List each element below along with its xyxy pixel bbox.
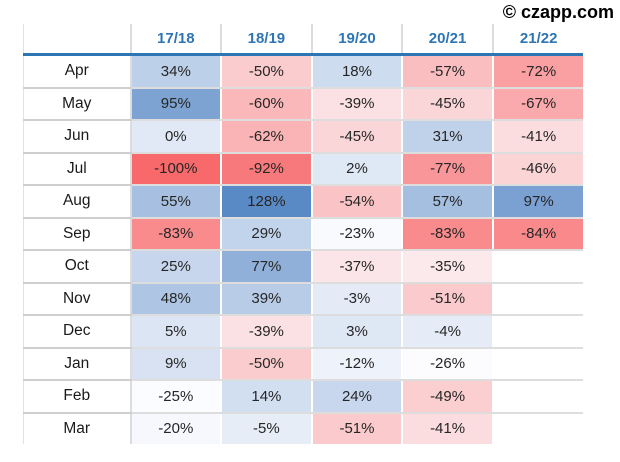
cell-apr-18-19[interactable]: -50% xyxy=(221,54,313,89)
cell-sep-20-21[interactable]: -83% xyxy=(402,217,494,251)
table-row-sep: Sep -83% 29% -23% -83% -84% xyxy=(23,217,584,251)
cell-jun-20-21[interactable]: 31% xyxy=(402,120,494,154)
cell-nov-18-19[interactable]: 39% xyxy=(221,282,313,316)
cell-apr-17-18[interactable]: 34% xyxy=(130,54,223,89)
column-header-17-18[interactable]: 17/18 xyxy=(130,24,223,56)
cell-jul-20-21[interactable]: -77% xyxy=(402,152,494,186)
table-row-apr: Apr 34% -50% 18% -57% -72% xyxy=(23,54,584,89)
cell-mar-19-20[interactable]: -51% xyxy=(311,412,404,444)
row-label-mar[interactable]: Mar xyxy=(23,412,132,444)
cell-sep-17-18[interactable]: -83% xyxy=(130,217,223,251)
cell-jul-17-18[interactable]: -100% xyxy=(130,152,223,186)
table-row-jan: Jan 9% -50% -12% -26% xyxy=(23,347,584,381)
cell-dec-17-18[interactable]: 5% xyxy=(130,315,223,349)
cell-jul-19-20[interactable]: 2% xyxy=(311,152,404,186)
row-label-apr[interactable]: Apr xyxy=(23,54,132,89)
table-row-nov: Nov 48% 39% -3% -51% xyxy=(23,282,584,316)
cell-feb-19-20[interactable]: 24% xyxy=(311,380,404,414)
cell-apr-21-22[interactable]: -72% xyxy=(492,54,584,89)
cell-nov-21-22[interactable] xyxy=(492,282,584,316)
cell-feb-17-18[interactable]: -25% xyxy=(130,380,223,414)
cell-jun-21-22[interactable]: -41% xyxy=(492,120,584,154)
table-header: 17/18 18/19 19/20 20/21 21/22 xyxy=(23,24,584,56)
row-label-jan[interactable]: Jan xyxy=(23,347,132,381)
cell-oct-19-20[interactable]: -37% xyxy=(311,250,404,284)
row-label-may[interactable]: May xyxy=(23,87,132,121)
column-header-19-20[interactable]: 19/20 xyxy=(311,24,404,56)
row-label-aug[interactable]: Aug xyxy=(23,185,132,219)
cell-may-21-22[interactable]: -67% xyxy=(492,87,584,121)
cell-jan-19-20[interactable]: -12% xyxy=(311,347,404,381)
cell-mar-21-22[interactable] xyxy=(492,412,584,444)
cell-mar-17-18[interactable]: -20% xyxy=(130,412,223,444)
cell-dec-19-20[interactable]: 3% xyxy=(311,315,404,349)
row-label-oct[interactable]: Oct xyxy=(23,250,132,284)
cell-apr-20-21[interactable]: -57% xyxy=(402,54,494,89)
cell-mar-18-19[interactable]: -5% xyxy=(221,412,313,444)
cell-feb-20-21[interactable]: -49% xyxy=(402,380,494,414)
cell-feb-18-19[interactable]: 14% xyxy=(221,380,313,414)
cell-sep-21-22[interactable]: -84% xyxy=(492,217,584,251)
row-label-sep[interactable]: Sep xyxy=(23,217,132,251)
column-header-21-22[interactable]: 21/22 xyxy=(492,24,584,56)
cell-may-17-18[interactable]: 95% xyxy=(130,87,223,121)
cell-feb-21-22[interactable] xyxy=(492,380,584,414)
cell-aug-18-19[interactable]: 128% xyxy=(221,185,313,219)
cell-jun-17-18[interactable]: 0% xyxy=(130,120,223,154)
table-row-dec: Dec 5% -39% 3% -4% xyxy=(23,315,584,349)
cell-nov-17-18[interactable]: 48% xyxy=(130,282,223,316)
cell-oct-17-18[interactable]: 25% xyxy=(130,250,223,284)
column-header-20-21[interactable]: 20/21 xyxy=(402,24,494,56)
cell-jul-18-19[interactable]: -92% xyxy=(221,152,313,186)
cell-aug-20-21[interactable]: 57% xyxy=(402,185,494,219)
table-row-aug: Aug 55% 128% -54% 57% 97% xyxy=(23,185,584,219)
row-label-feb[interactable]: Feb xyxy=(23,380,132,414)
cell-aug-19-20[interactable]: -54% xyxy=(311,185,404,219)
cell-nov-19-20[interactable]: -3% xyxy=(311,282,404,316)
row-label-jun[interactable]: Jun xyxy=(23,120,132,154)
cell-oct-18-19[interactable]: 77% xyxy=(221,250,313,284)
seasonal-heatmap-table: 17/18 18/19 19/20 20/21 21/22 Apr 34% -50% 18% -… xyxy=(23,24,584,444)
cell-sep-19-20[interactable]: -23% xyxy=(311,217,404,251)
cell-nov-20-21[interactable]: -51% xyxy=(402,282,494,316)
cell-dec-21-22[interactable] xyxy=(492,315,584,349)
table-row-jun: Jun 0% -62% -45% 31% -41% xyxy=(23,120,584,154)
cell-dec-20-21[interactable]: -4% xyxy=(402,315,494,349)
table-row-may: May 95% -60% -39% -45% -67% xyxy=(23,87,584,121)
table-row-oct: Oct 25% 77% -37% -35% xyxy=(23,250,584,284)
cell-may-20-21[interactable]: -45% xyxy=(402,87,494,121)
cell-oct-20-21[interactable]: -35% xyxy=(402,250,494,284)
header-row: 17/18 18/19 19/20 20/21 21/22 xyxy=(23,24,584,56)
cell-apr-19-20[interactable]: 18% xyxy=(311,54,404,89)
table-row-jul: Jul -100% -92% 2% -77% -46% xyxy=(23,152,584,186)
row-label-dec[interactable]: Dec xyxy=(23,315,132,349)
cell-aug-21-22[interactable]: 97% xyxy=(492,185,584,219)
cell-oct-21-22[interactable] xyxy=(492,250,584,284)
cell-jan-20-21[interactable]: -26% xyxy=(402,347,494,381)
table-row-feb: Feb -25% 14% 24% -49% xyxy=(23,380,584,414)
cell-jul-21-22[interactable]: -46% xyxy=(492,152,584,186)
row-label-nov[interactable]: Nov xyxy=(23,282,132,316)
cell-aug-17-18[interactable]: 55% xyxy=(130,185,223,219)
cell-dec-18-19[interactable]: -39% xyxy=(221,315,313,349)
table-body: Apr 34% -50% 18% -57% -72% May 95% -60% -39% -45% -… xyxy=(23,54,584,444)
cell-jun-18-19[interactable]: -62% xyxy=(221,120,313,154)
cell-jan-18-19[interactable]: -50% xyxy=(221,347,313,381)
cell-may-18-19[interactable]: -60% xyxy=(221,87,313,121)
cell-jan-21-22[interactable] xyxy=(492,347,584,381)
table-row-mar: Mar -20% -5% -51% -41% xyxy=(23,412,584,444)
copyright-watermark: © czapp.com xyxy=(502,2,614,22)
cell-mar-20-21[interactable]: -41% xyxy=(402,412,494,444)
cell-jun-19-20[interactable]: -45% xyxy=(311,120,404,154)
cell-may-19-20[interactable]: -39% xyxy=(311,87,404,121)
row-label-jul[interactable]: Jul xyxy=(23,152,132,186)
corner-cell xyxy=(23,24,132,56)
cell-jan-17-18[interactable]: 9% xyxy=(130,347,223,381)
column-header-18-19[interactable]: 18/19 xyxy=(221,24,313,56)
cell-sep-18-19[interactable]: 29% xyxy=(221,217,313,251)
